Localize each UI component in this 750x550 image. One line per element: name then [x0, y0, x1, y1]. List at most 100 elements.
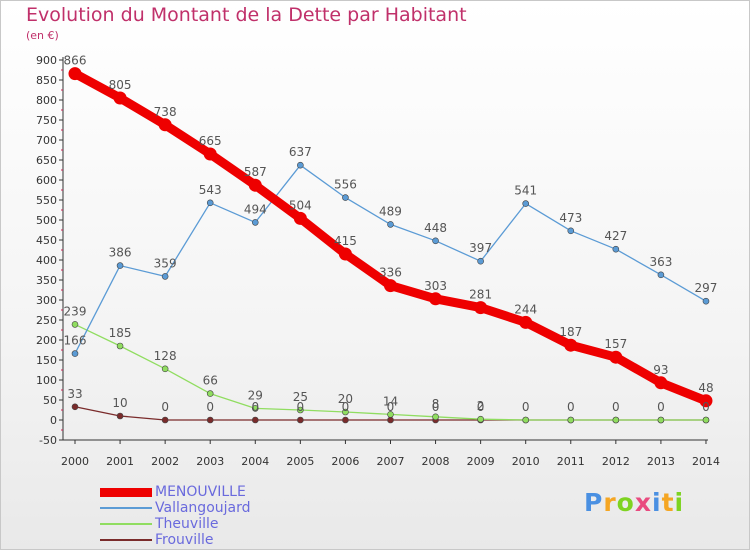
x-tick-label: 2003 [196, 455, 224, 468]
data-point [342, 408, 349, 416]
legend-label: Frouville [155, 532, 214, 548]
data-label: 166 [64, 334, 87, 348]
data-label: 397 [469, 241, 492, 255]
data-label: 866 [64, 54, 87, 68]
legend-label: MENOUVILLE [155, 484, 246, 500]
data-point [567, 416, 575, 424]
y-tick-label: 700 [36, 134, 57, 147]
x-tick-label: 2011 [557, 455, 585, 468]
data-point [113, 91, 127, 105]
logo-letter: o [616, 488, 635, 517]
x-tick-label: 2002 [151, 455, 179, 468]
data-label: 20 [338, 392, 353, 406]
x-tick-label: 2005 [286, 455, 314, 468]
data-point [564, 338, 578, 352]
data-label: 8 [432, 397, 440, 411]
data-label: 805 [109, 78, 132, 92]
data-point [68, 67, 82, 81]
x-tick-label: 2001 [106, 455, 134, 468]
y-tick-label: 50 [43, 394, 57, 407]
data-label: 297 [695, 281, 718, 295]
data-label: 415 [334, 234, 357, 248]
y-tick-label: 550 [36, 194, 57, 207]
data-point [609, 350, 623, 364]
y-tick-label: 350 [36, 274, 57, 287]
x-tick-label: 2000 [61, 455, 89, 468]
data-point [71, 350, 79, 357]
data-point [432, 237, 439, 245]
y-tick-label: 500 [36, 214, 57, 227]
data-label: 489 [379, 204, 402, 218]
data-label: 543 [199, 183, 222, 197]
x-tick-label: 2004 [241, 455, 269, 468]
data-label: 14 [383, 394, 398, 408]
y-tick-label: 900 [36, 54, 57, 67]
logo-letter: r [603, 488, 617, 517]
data-point [116, 262, 124, 269]
data-label: 0 [477, 400, 485, 414]
data-point [338, 247, 352, 261]
x-tick-label: 2006 [331, 455, 359, 468]
data-label: 427 [604, 229, 627, 243]
data-label: 448 [424, 221, 447, 235]
data-label: 93 [653, 363, 668, 377]
data-point [387, 416, 394, 424]
data-point [342, 194, 349, 201]
data-point [477, 415, 484, 423]
chart-title: Evolution du Montant de la Dette par Hab… [26, 4, 467, 26]
data-point [161, 416, 169, 424]
data-label: 0 [702, 400, 710, 414]
data-point [116, 412, 124, 420]
data-point [387, 411, 394, 418]
y-tick-label: 750 [36, 114, 57, 127]
data-point [203, 147, 217, 161]
data-label: 0 [522, 400, 530, 414]
data-point [474, 301, 488, 315]
x-tick-label: 2008 [422, 455, 450, 468]
legend-swatch [100, 507, 152, 509]
x-tick-label: 2010 [512, 455, 540, 468]
y-tick-label: 450 [36, 234, 57, 247]
data-label: 185 [109, 326, 132, 340]
data-point [161, 273, 169, 280]
data-label: 0 [612, 400, 620, 414]
legend-swatch [100, 487, 152, 497]
data-point [293, 211, 307, 225]
data-point [702, 416, 710, 424]
data-label: 0 [161, 400, 169, 414]
logo-letter: P [584, 488, 604, 517]
data-point [71, 403, 79, 411]
data-label: 2 [477, 399, 485, 413]
data-label: 494 [244, 202, 267, 216]
x-tick-label: 2009 [467, 455, 495, 468]
legend-swatch [100, 539, 152, 541]
y-tick-label: 650 [36, 154, 57, 167]
data-label: 0 [206, 400, 214, 414]
y-tick-label: 0 [50, 414, 57, 427]
proxiti-logo: Proxiti [584, 488, 684, 517]
y-tick-label: 850 [36, 74, 57, 87]
data-label: 157 [604, 337, 627, 351]
data-point [432, 413, 439, 421]
data-label: 0 [387, 400, 395, 414]
data-label: 473 [559, 211, 582, 225]
data-label: 738 [154, 105, 177, 119]
data-point [251, 416, 259, 424]
data-point [297, 416, 304, 424]
data-point [158, 118, 172, 132]
y-tick-label: 150 [36, 354, 57, 367]
x-tick-label: 2014 [692, 455, 720, 468]
legend-label: Vallangoujard [155, 500, 251, 516]
y-tick-label: 300 [36, 294, 57, 307]
data-label: 48 [698, 381, 713, 395]
legend-swatch [100, 523, 152, 525]
logo-letter: t [661, 488, 675, 517]
data-label: 128 [154, 349, 177, 363]
y-tick-label: -50 [39, 434, 57, 447]
data-point [342, 416, 349, 424]
data-label: 504 [289, 198, 312, 212]
data-label: 541 [514, 184, 537, 198]
x-tick-label: 2012 [602, 455, 630, 468]
data-point [206, 199, 214, 207]
